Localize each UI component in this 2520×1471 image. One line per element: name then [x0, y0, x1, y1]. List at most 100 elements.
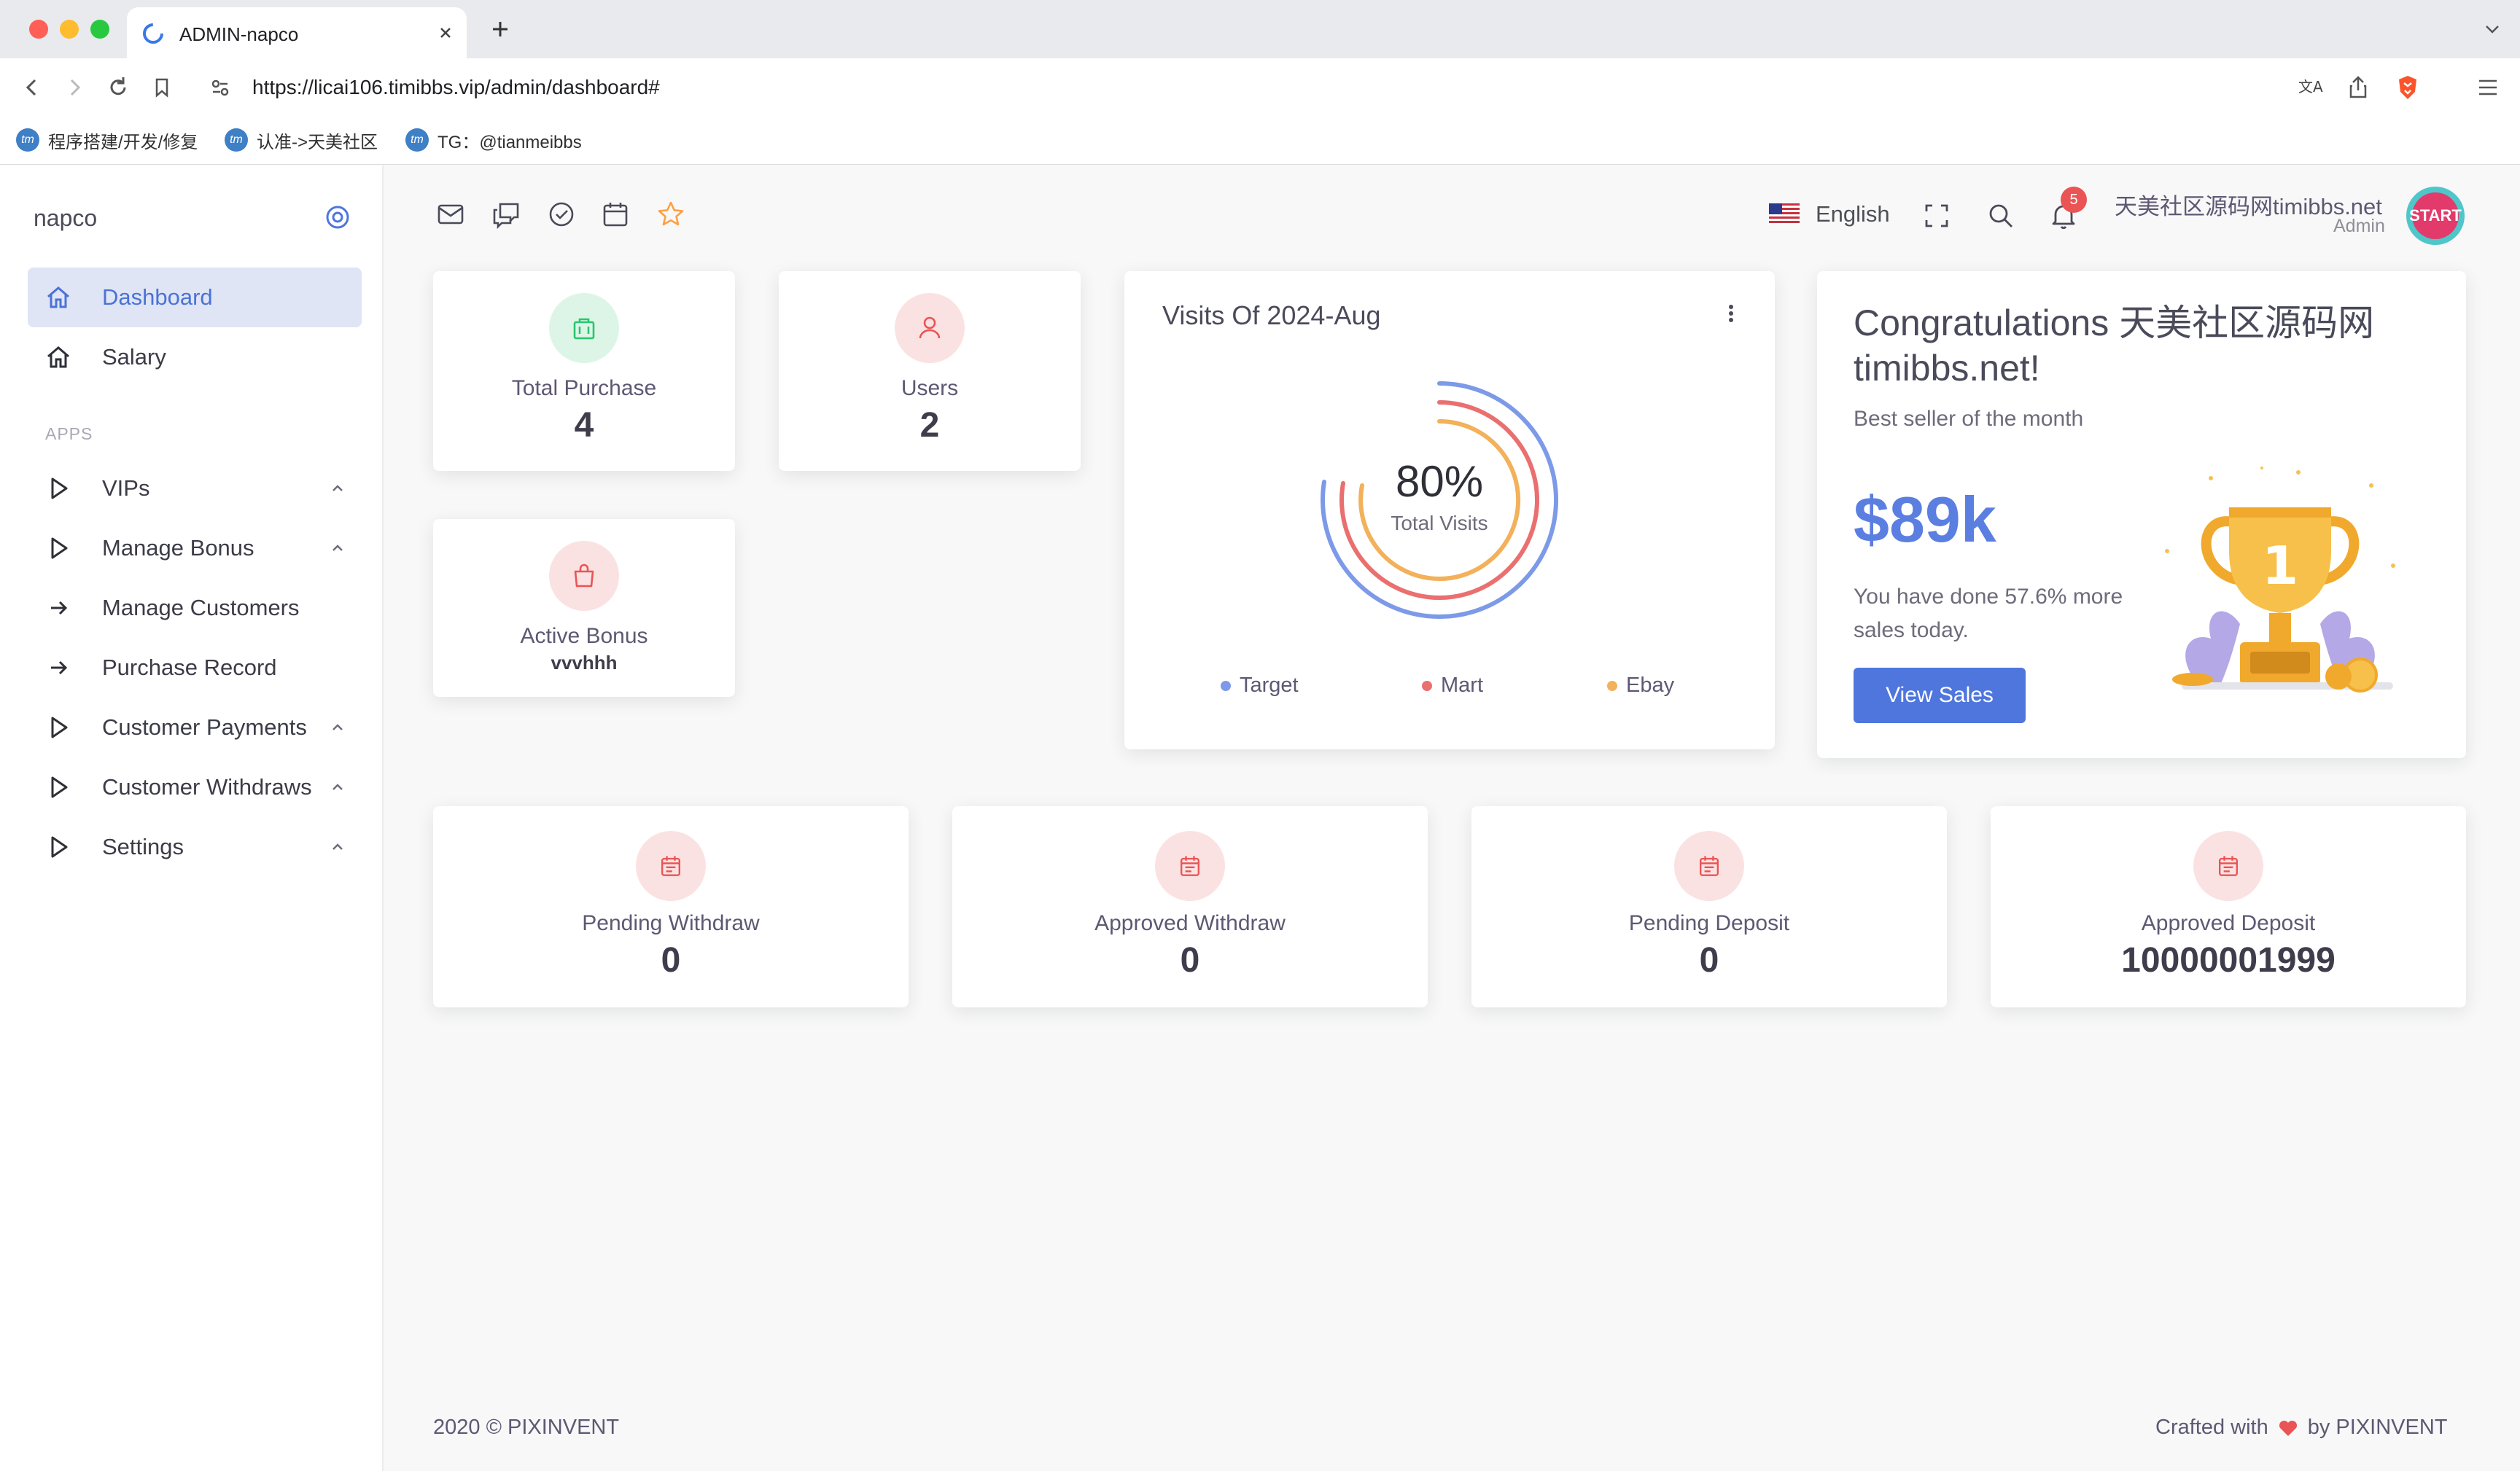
stat-value: vvvhhh	[551, 652, 618, 674]
bookmark-icon[interactable]	[147, 73, 176, 102]
zoom-window-button[interactable]	[90, 20, 109, 39]
pending-deposit-card: Pending Deposit 0	[1471, 806, 1947, 1007]
new-tab-icon[interactable]	[487, 16, 513, 42]
reload-icon[interactable]	[104, 73, 133, 102]
legend-label: Mart	[1441, 674, 1483, 697]
legend-item-mart[interactable]: Mart	[1422, 674, 1483, 698]
chevron-up-icon	[332, 485, 343, 491]
minimize-window-button[interactable]	[60, 20, 79, 39]
sidebar-toggle-icon[interactable]	[324, 203, 351, 231]
browser-tab[interactable]: ADMIN-napco	[127, 7, 467, 58]
bookmark-favicon-icon: tm	[16, 128, 39, 152]
stat-value: 2	[919, 406, 940, 445]
us-flag-icon	[1769, 203, 1800, 225]
back-icon[interactable]	[18, 73, 47, 102]
play-icon	[51, 836, 68, 858]
footer-by-label: by PIXINVENT	[2307, 1416, 2448, 1439]
sidebar-item-label: Purchase Record	[102, 655, 277, 680]
sidebar-item-salary[interactable]: Salary	[28, 327, 362, 387]
sidebar-item-label: Settings	[102, 834, 184, 859]
language-selector[interactable]: English	[1769, 201, 1890, 227]
brand-name[interactable]: napco	[34, 205, 98, 231]
sidebar-item-purchase-record[interactable]: Purchase Record	[28, 638, 362, 698]
heart-icon	[2279, 1420, 2297, 1436]
approved-deposit-card: Approved Deposit 10000001999	[1991, 806, 2466, 1007]
svg-text:1: 1	[2262, 535, 2298, 596]
visits-percent: 80%	[1395, 457, 1484, 506]
avatar-text: START	[2409, 192, 2462, 239]
shopping-bag-icon	[549, 293, 619, 363]
translate-icon[interactable]: 文A	[2294, 73, 2323, 102]
site-settings-icon[interactable]	[206, 73, 235, 102]
stat-label: Approved Deposit	[2141, 911, 2316, 935]
sidebar-item-dashboard[interactable]: Dashboard	[28, 268, 362, 327]
arrow-right-icon	[51, 601, 68, 615]
sidebar-item-label: VIPs	[102, 475, 150, 501]
more-vertical-icon[interactable]	[1718, 300, 1744, 327]
sales-amount: $89k	[1854, 483, 1996, 555]
fullscreen-icon[interactable]	[1921, 200, 1953, 232]
visits-radial-chart	[1321, 381, 1559, 619]
bookmark-item[interactable]: tm TG：@tianmeibbs	[405, 127, 582, 153]
stat-label: Pending Deposit	[1628, 911, 1790, 935]
mail-icon[interactable]	[435, 198, 467, 230]
address-bar[interactable]: https://licai106.timibbs.vip/admin/dashb…	[252, 76, 660, 98]
notification-badge: 5	[2061, 187, 2087, 213]
bookmark-item[interactable]: tm 程序搭建/开发/修复	[16, 127, 198, 153]
user-icon	[895, 293, 965, 363]
home-icon	[47, 346, 69, 368]
calendar-icon[interactable]	[599, 198, 631, 230]
sidebar-item-label: Manage Bonus	[102, 535, 254, 561]
home-icon	[47, 286, 69, 308]
stat-label: Active Bonus	[520, 624, 648, 648]
stat-value: 0	[1699, 941, 1719, 980]
bookmark-favicon-icon: tm	[225, 128, 248, 152]
chat-icon[interactable]	[490, 198, 522, 230]
chevron-up-icon	[332, 545, 343, 551]
play-icon	[51, 477, 68, 499]
forward-icon[interactable]	[60, 73, 89, 102]
sidebar-item-customer-withdraws[interactable]: Customer Withdraws	[28, 757, 362, 817]
sidebar-item-label: Manage Customers	[102, 595, 300, 620]
star-icon[interactable]	[655, 198, 687, 230]
search-icon[interactable]	[1985, 200, 2017, 232]
check-circle-icon[interactable]	[545, 198, 578, 230]
sidebar-item-manage-customers[interactable]: Manage Customers	[28, 578, 362, 638]
footer-credits: Crafted with by PIXINVENT	[2155, 1416, 2448, 1440]
view-sales-button[interactable]: View Sales	[1854, 668, 2026, 723]
congrats-title: Congratulations 天美社区源码网timibbs.net!	[1854, 303, 2375, 389]
sidebar-item-vips[interactable]: VIPs	[28, 459, 362, 518]
visits-card: Visits Of 2024-Aug 80% Total Visits Targ…	[1124, 271, 1775, 749]
brave-shield-icon[interactable]	[2393, 73, 2422, 102]
footer-copyright: 2020 © PIXINVENT	[433, 1416, 620, 1439]
avatar[interactable]: START	[2406, 187, 2465, 245]
bookmarks-bar: tm 程序搭建/开发/修复 tm 认准->天美社区 tm TG：@tianmei…	[0, 117, 2520, 165]
browser-toolbar: https://licai106.timibbs.vip/admin/dashb…	[0, 58, 2520, 117]
chevron-up-icon	[332, 784, 343, 790]
close-tab-icon[interactable]	[433, 20, 458, 45]
legend-label: Ebay	[1626, 674, 1675, 697]
close-window-button[interactable]	[29, 20, 48, 39]
sidebar-item-manage-bonus[interactable]: Manage Bonus	[28, 518, 362, 578]
calendar-icon	[1155, 831, 1225, 901]
active-bonus-card: Active Bonus vvvhhh	[433, 519, 735, 697]
bag-icon	[549, 541, 619, 611]
legend-dot	[1607, 680, 1617, 691]
legend-dot	[1422, 680, 1432, 691]
bookmark-item[interactable]: tm 认准->天美社区	[225, 127, 378, 153]
sidebar-item-label: Dashboard	[102, 284, 213, 310]
sales-description: You have done 57.6% more sales today.	[1854, 585, 2123, 642]
tab-search-icon[interactable]	[2481, 17, 2504, 41]
user-role: Admin	[2333, 216, 2385, 236]
play-icon	[51, 537, 68, 559]
approved-withdraw-card: Approved Withdraw 0	[952, 806, 1428, 1007]
trophy-illustration: 1	[2165, 467, 2395, 692]
share-icon[interactable]	[2344, 73, 2373, 102]
browser-menu-icon[interactable]	[2473, 73, 2502, 102]
sidebar-item-settings[interactable]: Settings	[28, 817, 362, 877]
stat-value: 10000001999	[2121, 941, 2336, 980]
legend-item-ebay[interactable]: Ebay	[1607, 674, 1674, 698]
user-name[interactable]: 天美社区源码网timibbs.net	[2115, 194, 2382, 219]
legend-item-target[interactable]: Target	[1221, 674, 1299, 698]
sidebar-item-customer-payments[interactable]: Customer Payments	[28, 698, 362, 757]
